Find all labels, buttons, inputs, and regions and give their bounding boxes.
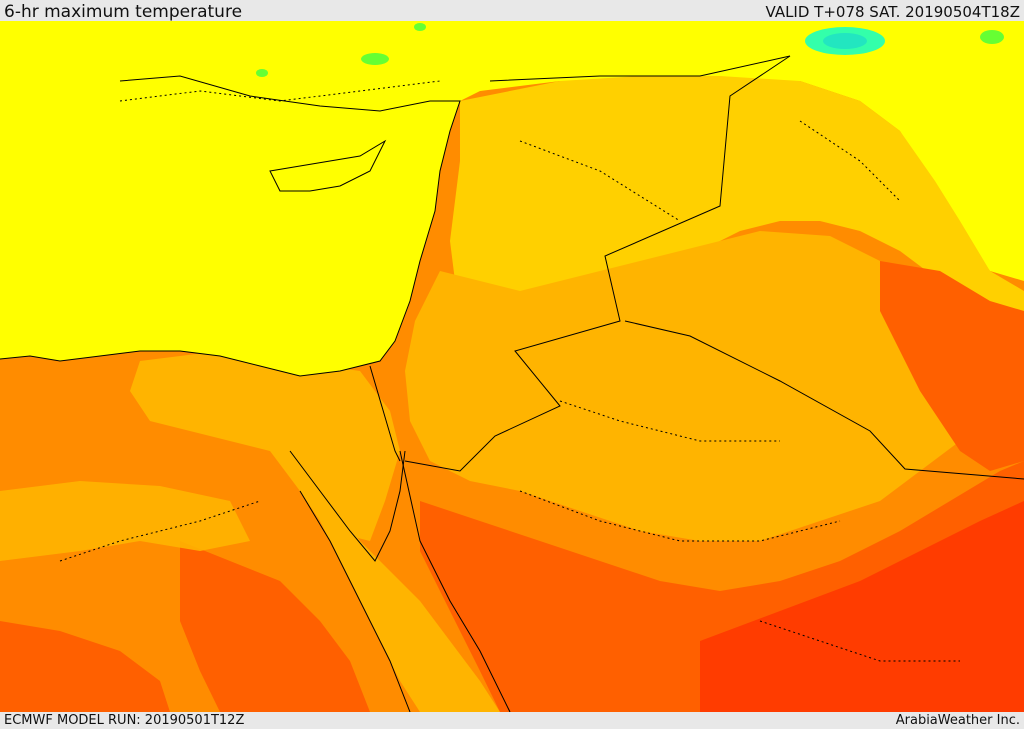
zone-sinai bbox=[130, 351, 400, 541]
nile-strip bbox=[0, 481, 250, 561]
zone-red-egypt-west bbox=[0, 621, 170, 712]
zone-red-east bbox=[880, 261, 1024, 471]
green-spot-small bbox=[256, 69, 268, 77]
valid-time: VALID T+078 SAT. 20190504T18Z bbox=[765, 3, 1020, 21]
country-borders bbox=[369, 55, 1024, 480]
zone-light-orange bbox=[450, 76, 1024, 321]
map-header: 6-hr maximum temperature VALID T+078 SAT… bbox=[0, 0, 1024, 22]
zone-red-southeast bbox=[700, 501, 1024, 712]
province-borders bbox=[59, 80, 960, 662]
cool-spot-core bbox=[823, 33, 867, 49]
model-run: ECMWF MODEL RUN: 20190501T12Z bbox=[4, 713, 245, 728]
red-sea bbox=[290, 451, 500, 712]
map-canvas bbox=[0, 21, 1024, 712]
green-spot-top bbox=[414, 23, 426, 31]
map-footer: ECMWF MODEL RUN: 20190501T12Z ArabiaWeat… bbox=[0, 712, 1024, 729]
temperature-map[interactable] bbox=[0, 21, 1024, 712]
mediterranean-sea bbox=[0, 76, 460, 376]
credit-text: ArabiaWeather Inc. bbox=[895, 713, 1020, 728]
map-title: 6-hr maximum temperature bbox=[4, 2, 243, 22]
zone-orange-yellow bbox=[405, 231, 980, 541]
green-spot-east bbox=[980, 30, 1004, 44]
northern-warm-band bbox=[0, 21, 1024, 281]
green-spot-north bbox=[361, 53, 389, 65]
zone-red-egypt bbox=[180, 541, 370, 712]
coastlines bbox=[0, 75, 511, 712]
